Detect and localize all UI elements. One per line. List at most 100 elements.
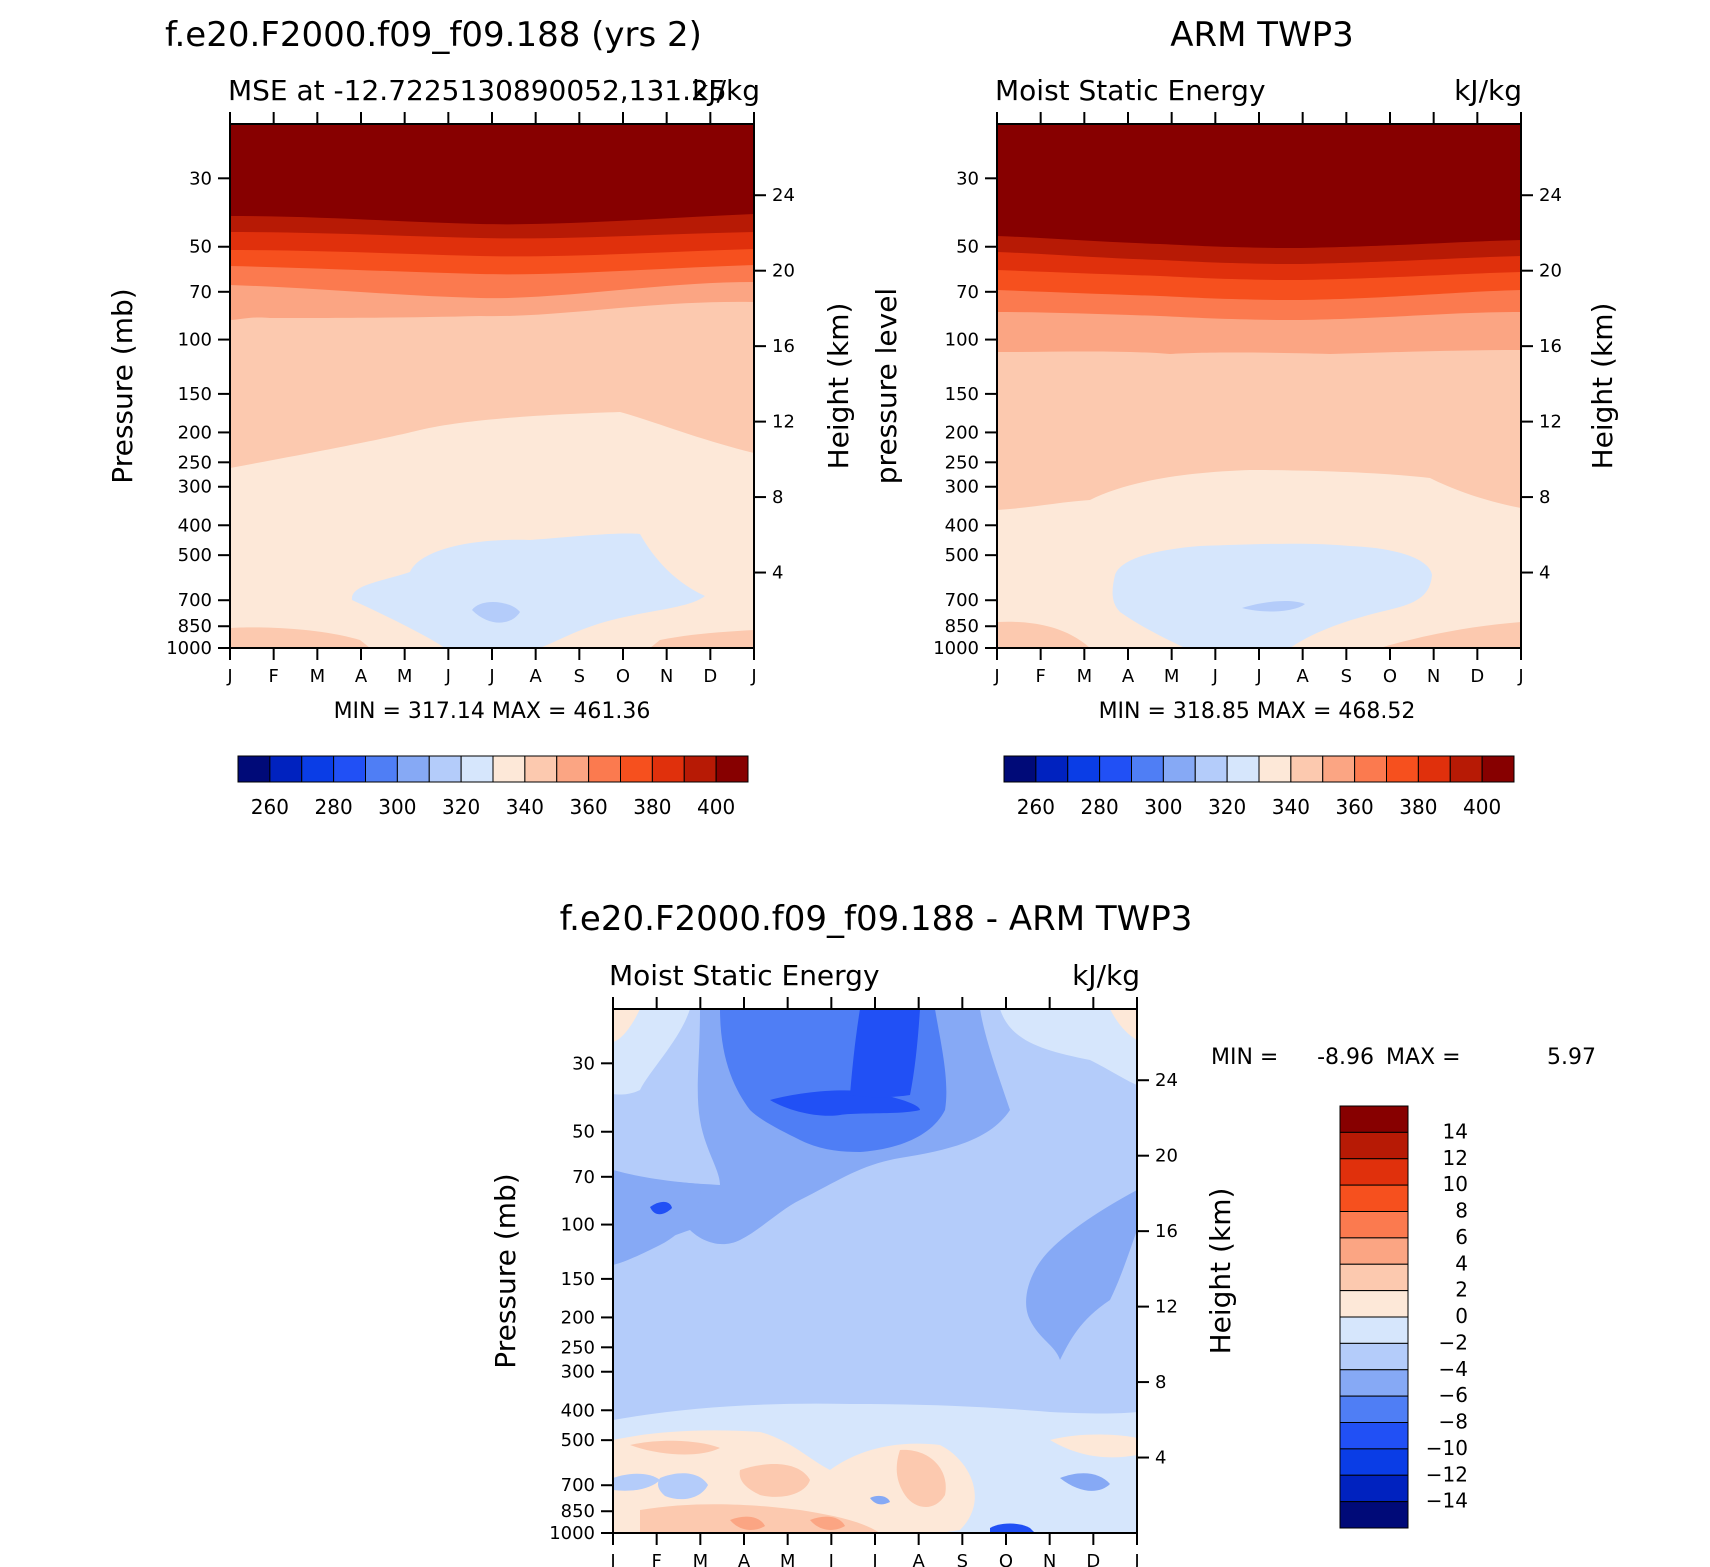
panel-model-ylabel: Pressure (mb) (106, 288, 139, 483)
colorbar-label: 320 (1208, 795, 1246, 819)
panel-model-field (229, 123, 755, 649)
region-4-6-b (810, 1516, 845, 1530)
colorbar-swatch (1417, 755, 1451, 783)
panel-difference-ylabel: Pressure (mb) (489, 1173, 522, 1368)
month-tick-label: J (488, 666, 494, 687)
month-tick-label: A (1297, 666, 1310, 687)
colorbar-label: 340 (1272, 795, 1310, 819)
colorbar-label: 380 (1399, 795, 1437, 819)
colorbar-label: −8 (1439, 1410, 1468, 1434)
pressure-tick-label: 400 (945, 515, 979, 536)
panel-obs-ylabel: pressure level (870, 288, 903, 484)
month-tick-label: N (660, 666, 673, 687)
pressure-tick-label: 70 (189, 282, 212, 303)
colorbar-swatch (1339, 1395, 1409, 1423)
colorbar-swatch (1067, 755, 1101, 783)
colorbar-label: −14 (1426, 1489, 1468, 1513)
region-minus10-left (650, 1201, 672, 1215)
pressure-tick-label: 500 (945, 545, 979, 566)
month-tick-label: J (1133, 1551, 1139, 1567)
colorbar-swatch (1354, 755, 1387, 783)
month-tick-label: O (999, 1551, 1013, 1567)
month-tick-label: S (574, 666, 585, 687)
region-surface-left (997, 621, 1090, 648)
panel-difference: f.e20.F2000.f09_f09.188 - ARM TWP3 Moist… (489, 899, 1596, 1567)
panel-difference-height-axis: 24 20 16 12 8 4 (1137, 1070, 1178, 1469)
colorbar-swatch (1322, 755, 1356, 783)
pressure-tick-label: 700 (945, 590, 979, 611)
region-320-330 (1112, 543, 1432, 648)
colorbar-swatch (492, 755, 526, 783)
colorbar-label: 380 (633, 795, 671, 819)
colorbar-swatch (620, 755, 653, 783)
colorbar-swatch (1339, 1448, 1409, 1476)
colorbar-label: 300 (1144, 795, 1182, 819)
colorbar-swatch (460, 755, 494, 783)
colorbar-label: −12 (1426, 1462, 1468, 1486)
month-tick-label: J (1517, 666, 1523, 687)
pressure-tick-label: 400 (561, 1400, 595, 1421)
colorbar-swatch (396, 755, 430, 783)
height-tick-label: 12 (772, 412, 795, 433)
colorbar-label: −4 (1439, 1357, 1468, 1381)
pressure-tick-label: 150 (945, 384, 979, 405)
panel-difference-max-label: MAX = (1386, 1045, 1461, 1070)
panel-difference-min-value: -8.96 (1317, 1045, 1374, 1070)
colorbar-swatch (1339, 1474, 1409, 1503)
panel-model-y2label: Height (km) (822, 303, 855, 470)
region-minus4-left-low-2 (657, 1473, 708, 1500)
pressure-tick-label: 400 (178, 515, 212, 536)
colorbar-swatch (588, 755, 621, 783)
panel-difference-subtitle: Moist Static Energy (609, 959, 880, 992)
pressure-tick-label: 50 (956, 237, 979, 258)
panel-difference-units: kJ/kg (1072, 959, 1140, 992)
month-tick-label: J (871, 1551, 877, 1567)
month-tick-label: N (1427, 666, 1440, 687)
panel-model-stats: MIN = 317.14 MAX = 461.36 (334, 699, 651, 724)
height-tick-label: 16 (1539, 336, 1562, 357)
pressure-tick-label: 30 (956, 168, 979, 189)
pressure-tick-label: 50 (572, 1122, 595, 1143)
colorbar-swatch (524, 755, 558, 783)
colorbar-label: 280 (1081, 795, 1119, 819)
colorbar-swatch (365, 755, 398, 783)
pressure-tick-label: 300 (178, 477, 212, 498)
colorbar-swatch (1481, 755, 1515, 783)
region-minus6-center-low (870, 1495, 890, 1505)
colorbar-swatch (301, 755, 335, 783)
pressure-tick-label: 70 (956, 282, 979, 303)
month-tick-label: J (226, 666, 232, 687)
month-tick-label: J (1255, 666, 1261, 687)
pressure-tick-label: 300 (561, 1362, 595, 1383)
panel-obs-title: ARM TWP3 (1170, 15, 1354, 55)
colorbar-label: 4 (1455, 1251, 1468, 1275)
pressure-tick-label: 850 (178, 616, 212, 637)
region-minus6-right-low (1060, 1473, 1110, 1491)
colorbar-swatch (1035, 755, 1069, 783)
colorbar-label: 280 (315, 795, 353, 819)
region-320-330 (351, 533, 705, 648)
month-tick-label: D (703, 666, 717, 687)
colorbar-swatch (1339, 1105, 1409, 1133)
pressure-tick-label: 150 (561, 1269, 595, 1290)
colorbar-swatch (237, 755, 271, 783)
height-tick-label: 4 (1539, 563, 1550, 584)
colorbar-swatch (333, 755, 366, 783)
pressure-tick-label: 850 (945, 616, 979, 637)
region-310-320 (472, 601, 520, 623)
height-tick-label: 24 (1539, 185, 1562, 206)
month-tick-label: M (693, 1551, 709, 1567)
month-tick-label: M (780, 1551, 796, 1567)
region-above-400 (230, 124, 754, 225)
month-tick-label: F (651, 1551, 661, 1567)
month-tick-label: N (1043, 1551, 1056, 1567)
colorbar-swatch (1131, 755, 1164, 783)
month-tick-label: F (1035, 666, 1045, 687)
region-surface-left (230, 627, 370, 648)
colorbar-swatch (1099, 755, 1132, 783)
region-2-4-a (630, 1440, 720, 1455)
